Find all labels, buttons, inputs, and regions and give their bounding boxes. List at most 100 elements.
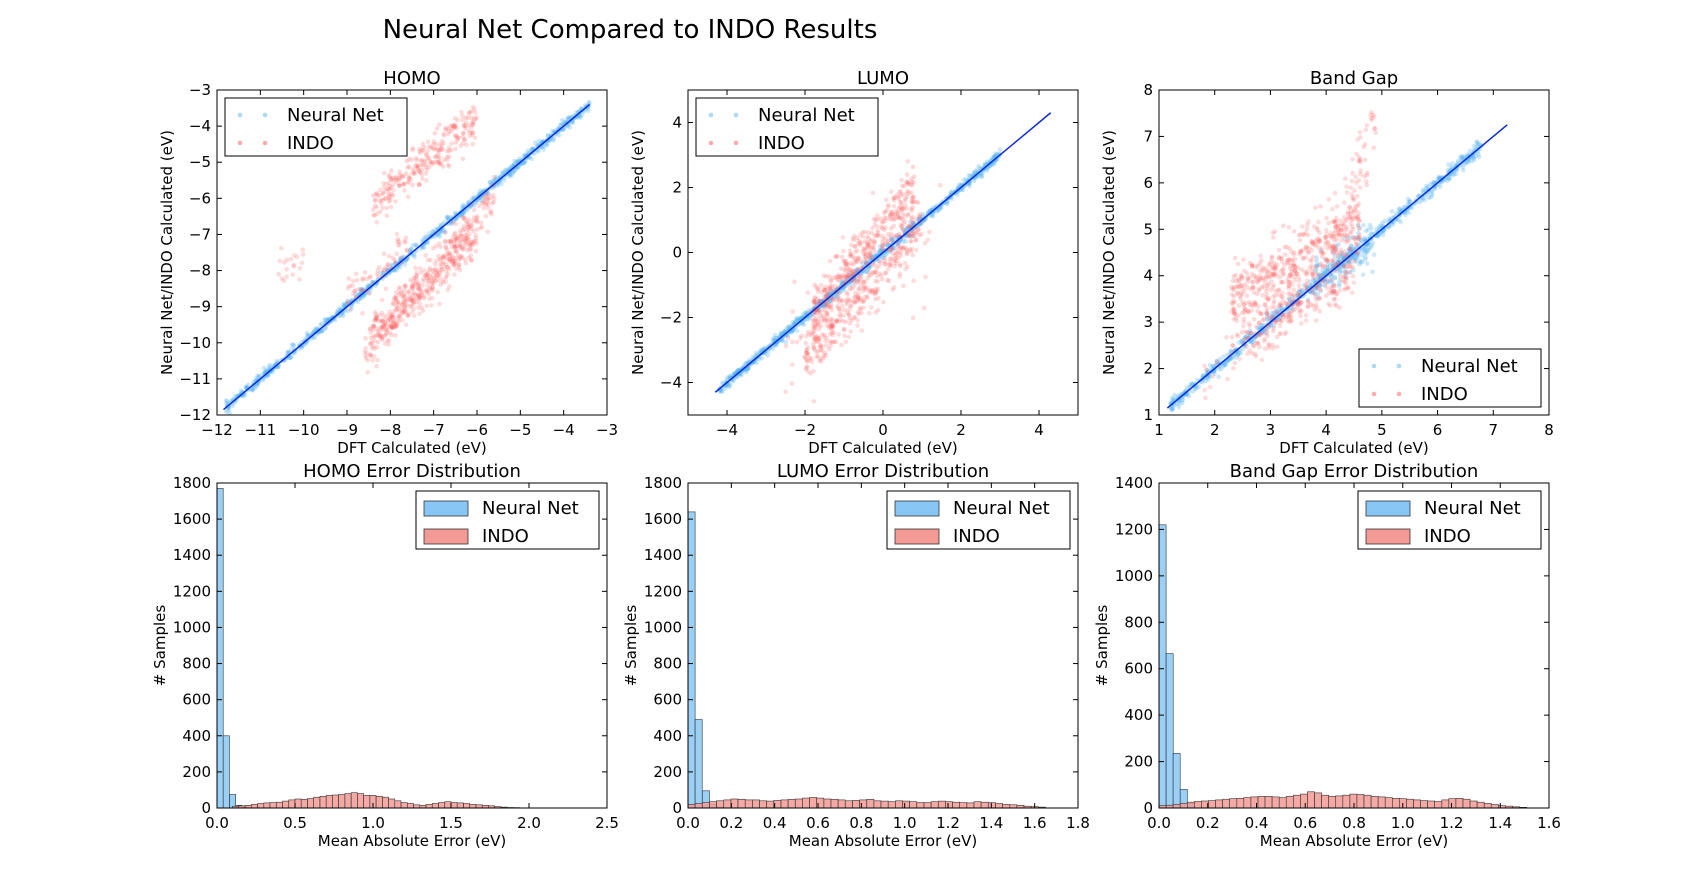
x-tick-label: −4 — [716, 421, 738, 439]
data-point — [397, 256, 403, 262]
data-point — [822, 284, 828, 290]
subplot-1: −12 −11 −10 −9 −8 −7 −6 −5 −4 −3−12−11−10−9−8−7−6… — [158, 68, 618, 457]
data-point — [437, 257, 442, 262]
data-point — [805, 364, 810, 369]
data-point — [452, 244, 458, 250]
y-tick-label: −6 — [189, 189, 211, 207]
data-point — [889, 209, 895, 215]
data-point — [277, 258, 283, 264]
data-point — [474, 115, 479, 120]
data-point — [1249, 351, 1255, 356]
data-point — [409, 282, 415, 288]
data-point — [380, 190, 386, 196]
data-point — [396, 183, 402, 189]
data-point — [404, 158, 410, 164]
data-point — [1355, 223, 1361, 228]
data-point — [396, 302, 401, 307]
data-point — [451, 263, 456, 268]
data-point — [913, 238, 919, 243]
data-point — [466, 221, 472, 227]
data-point — [887, 259, 893, 265]
data-point — [427, 159, 433, 164]
data-point — [1264, 292, 1269, 298]
data-point — [430, 272, 436, 277]
data-point — [373, 198, 378, 203]
data-point — [847, 286, 853, 292]
data-point — [510, 170, 516, 176]
data-point — [396, 286, 402, 292]
data-point — [391, 182, 396, 188]
data-point — [452, 244, 458, 250]
data-point — [780, 337, 785, 343]
data-point — [319, 321, 324, 327]
data-point — [368, 352, 373, 357]
data-point — [392, 324, 397, 330]
data-point — [435, 160, 441, 165]
data-point — [470, 130, 475, 135]
data-point — [414, 156, 419, 161]
data-point — [1236, 303, 1242, 308]
data-point — [891, 196, 896, 201]
x-tick-label: −10 — [288, 421, 320, 439]
data-point — [832, 254, 838, 260]
data-point — [845, 273, 850, 278]
data-point — [1255, 304, 1261, 309]
x-axis-label: DFT Calculated (eV) — [808, 439, 957, 457]
data-point — [453, 146, 458, 152]
data-point — [227, 410, 233, 415]
data-point — [922, 305, 927, 311]
data-point — [375, 268, 381, 273]
data-point — [899, 223, 905, 229]
data-point — [325, 317, 330, 323]
data-point — [812, 282, 817, 288]
data-point — [403, 322, 409, 328]
data-point — [1221, 354, 1226, 359]
data-point — [875, 213, 880, 218]
data-point — [376, 265, 382, 270]
data-point — [810, 325, 816, 331]
data-point — [491, 174, 497, 180]
data-point — [441, 260, 447, 266]
data-point — [397, 177, 403, 182]
data-point — [853, 258, 858, 264]
data-point — [440, 147, 446, 152]
data-point — [900, 192, 905, 197]
data-point — [453, 221, 459, 227]
data-point — [803, 334, 809, 339]
data-point — [371, 344, 376, 349]
data-point — [878, 248, 883, 253]
data-point — [1389, 209, 1395, 214]
data-point — [409, 298, 415, 303]
data-point — [284, 266, 289, 272]
data-point — [855, 256, 861, 261]
data-point — [814, 354, 819, 360]
data-point — [870, 254, 875, 259]
data-point — [877, 249, 882, 254]
data-point — [304, 330, 310, 336]
data-point — [395, 299, 400, 305]
data-point — [1370, 269, 1375, 275]
data-point — [459, 205, 465, 210]
data-point — [424, 290, 430, 295]
data-point — [853, 249, 858, 255]
data-point — [1360, 253, 1365, 258]
data-point — [458, 143, 464, 149]
data-point — [416, 284, 422, 289]
data-point — [811, 399, 817, 404]
data-point — [812, 295, 818, 300]
data-point — [434, 270, 440, 276]
data-point — [1298, 232, 1303, 237]
data-point — [467, 241, 473, 247]
data-point — [825, 305, 831, 310]
data-point — [903, 196, 908, 201]
data-point — [445, 264, 451, 270]
data-point — [383, 332, 389, 337]
data-point — [1244, 293, 1250, 299]
data-point — [897, 215, 902, 221]
data-point — [397, 308, 402, 314]
data-point — [409, 295, 414, 301]
data-point — [869, 237, 875, 243]
data-point — [433, 145, 438, 151]
data-point — [410, 301, 416, 307]
